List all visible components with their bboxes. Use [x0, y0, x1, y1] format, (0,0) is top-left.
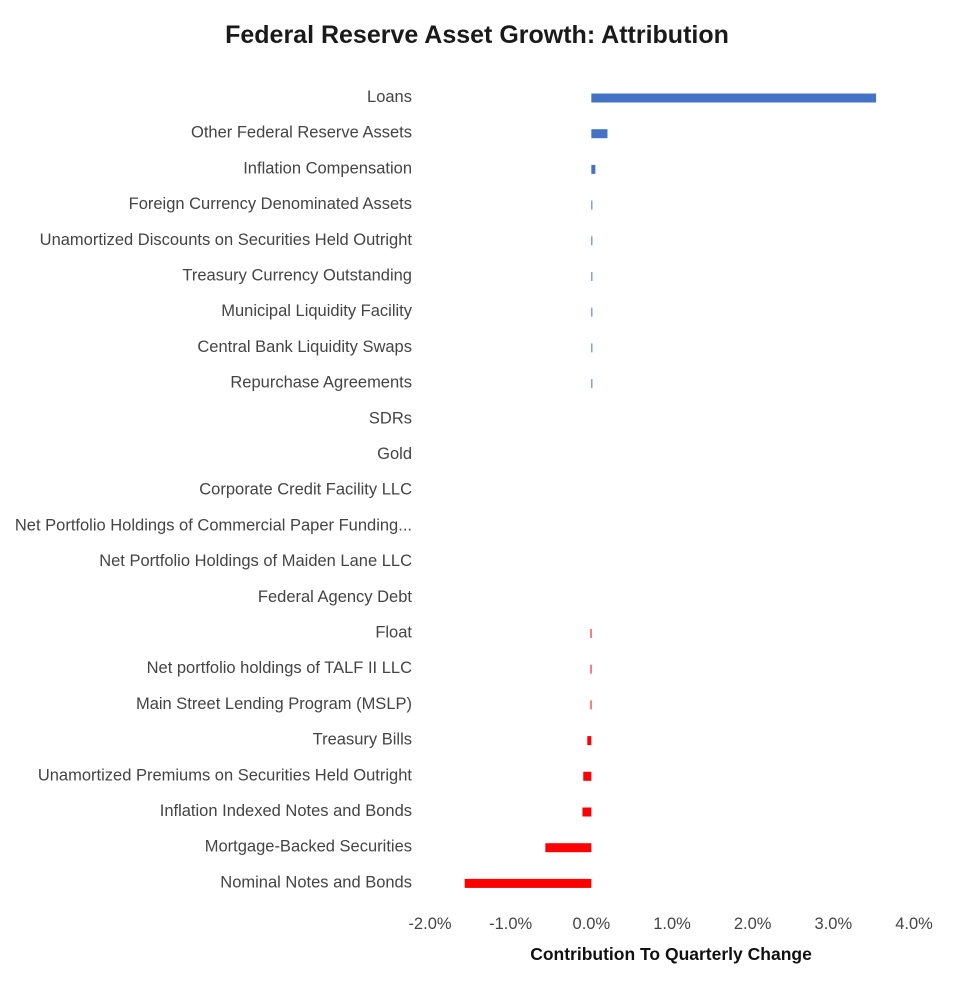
category-label-unamortized-premiums-on-securities-held-outright: Unamortized Premiums on Securities Held …	[38, 766, 413, 784]
bar-other-federal-reserve-assets	[591, 129, 608, 139]
x-tick-label: -2.0%	[408, 915, 451, 933]
category-label-gold: Gold	[377, 445, 412, 463]
bar-treasury-bills	[587, 736, 592, 746]
category-label-central-bank-liquidity-swaps: Central Bank Liquidity Swaps	[197, 338, 412, 356]
bar-main-street-lending-program-mslp	[590, 700, 592, 710]
bar-inflation-compensation	[591, 164, 596, 174]
bar-unamortized-discounts-on-securities-held-outright	[591, 236, 593, 246]
category-label-net-portfolio-holdings-of-maiden-lane-llc: Net Portfolio Holdings of Maiden Lane LL…	[99, 552, 412, 570]
bar-float	[590, 629, 592, 638]
category-labels: Loans Other Federal Reserve Assets Inflati…	[15, 88, 413, 891]
x-tick-label: 4.0%	[895, 915, 933, 933]
bar-treasury-currency-outstanding	[591, 272, 593, 281]
category-label-inflation-compensation: Inflation Compensation	[243, 159, 412, 177]
bar-repurchase-agreements	[591, 379, 593, 389]
x-tick-label: 0.0%	[573, 915, 611, 933]
category-label-nominal-notes-and-bonds: Nominal Notes and Bonds	[220, 873, 412, 891]
bar-net-portfolio-holdings-of-talf-ii-llc	[590, 664, 592, 674]
category-label-repurchase-agreements: Repurchase Agreements	[230, 374, 412, 392]
category-label-net-portfolio-holdings-of-talf-ii-llc: Net portfolio holdings of TALF II LLC	[147, 659, 412, 677]
bar-municipal-liquidity-facility	[591, 307, 593, 317]
category-label-treasury-bills: Treasury Bills	[313, 731, 412, 749]
category-label-main-street-lending-program-mslp: Main Street Lending Program (MSLP)	[136, 695, 412, 713]
category-label-unamortized-discounts-on-securities-held-outright: Unamortized Discounts on Securities Held…	[40, 231, 413, 249]
x-tick-label: 2.0%	[734, 915, 772, 933]
chart-title: Federal Reserve Asset Growth: Attributio…	[225, 21, 729, 49]
category-label-foreign-currency-denominated-assets: Foreign Currency Denominated Assets	[129, 195, 412, 213]
bar-mortgage-backed-securities	[545, 843, 592, 853]
category-label-loans: Loans	[367, 88, 412, 106]
category-label-treasury-currency-outstanding: Treasury Currency Outstanding	[182, 267, 412, 285]
x-axis-title: Contribution To Quarterly Change	[530, 944, 812, 964]
bar-central-bank-liquidity-swaps	[591, 343, 593, 353]
bar-nominal-notes-and-bonds	[464, 878, 592, 888]
bar-unamortized-premiums-on-securities-held-outright	[583, 771, 592, 781]
x-tick-label: 1.0%	[653, 915, 691, 933]
bars-group	[464, 93, 877, 888]
category-label-sdrs: SDRs	[369, 409, 412, 427]
x-tick-label: -1.0%	[489, 915, 532, 933]
x-tick-labels: -2.0% -1.0% 0.0% 1.0% 2.0% 3.0% 4.0%	[408, 915, 933, 933]
category-label-municipal-liquidity-facility: Municipal Liquidity Facility	[221, 302, 412, 320]
bar-loans	[591, 93, 877, 103]
bar-inflation-indexed-notes-and-bonds	[582, 807, 592, 817]
category-label-float: Float	[375, 624, 412, 642]
category-label-federal-agency-debt: Federal Agency Debt	[258, 588, 413, 606]
category-label-net-portfolio-holdings-of-commercial-paper-funding: Net Portfolio Holdings of Commercial Pap…	[15, 516, 412, 534]
category-label-inflation-indexed-notes-and-bonds: Inflation Indexed Notes and Bonds	[160, 802, 412, 820]
bar-foreign-currency-denominated-assets	[591, 200, 593, 210]
category-label-mortgage-backed-securities: Mortgage-Backed Securities	[205, 838, 412, 856]
category-label-corporate-credit-facility-llc: Corporate Credit Facility LLC	[199, 481, 412, 499]
category-label-other-federal-reserve-assets: Other Federal Reserve Assets	[191, 124, 412, 142]
x-tick-label: 3.0%	[815, 915, 853, 933]
